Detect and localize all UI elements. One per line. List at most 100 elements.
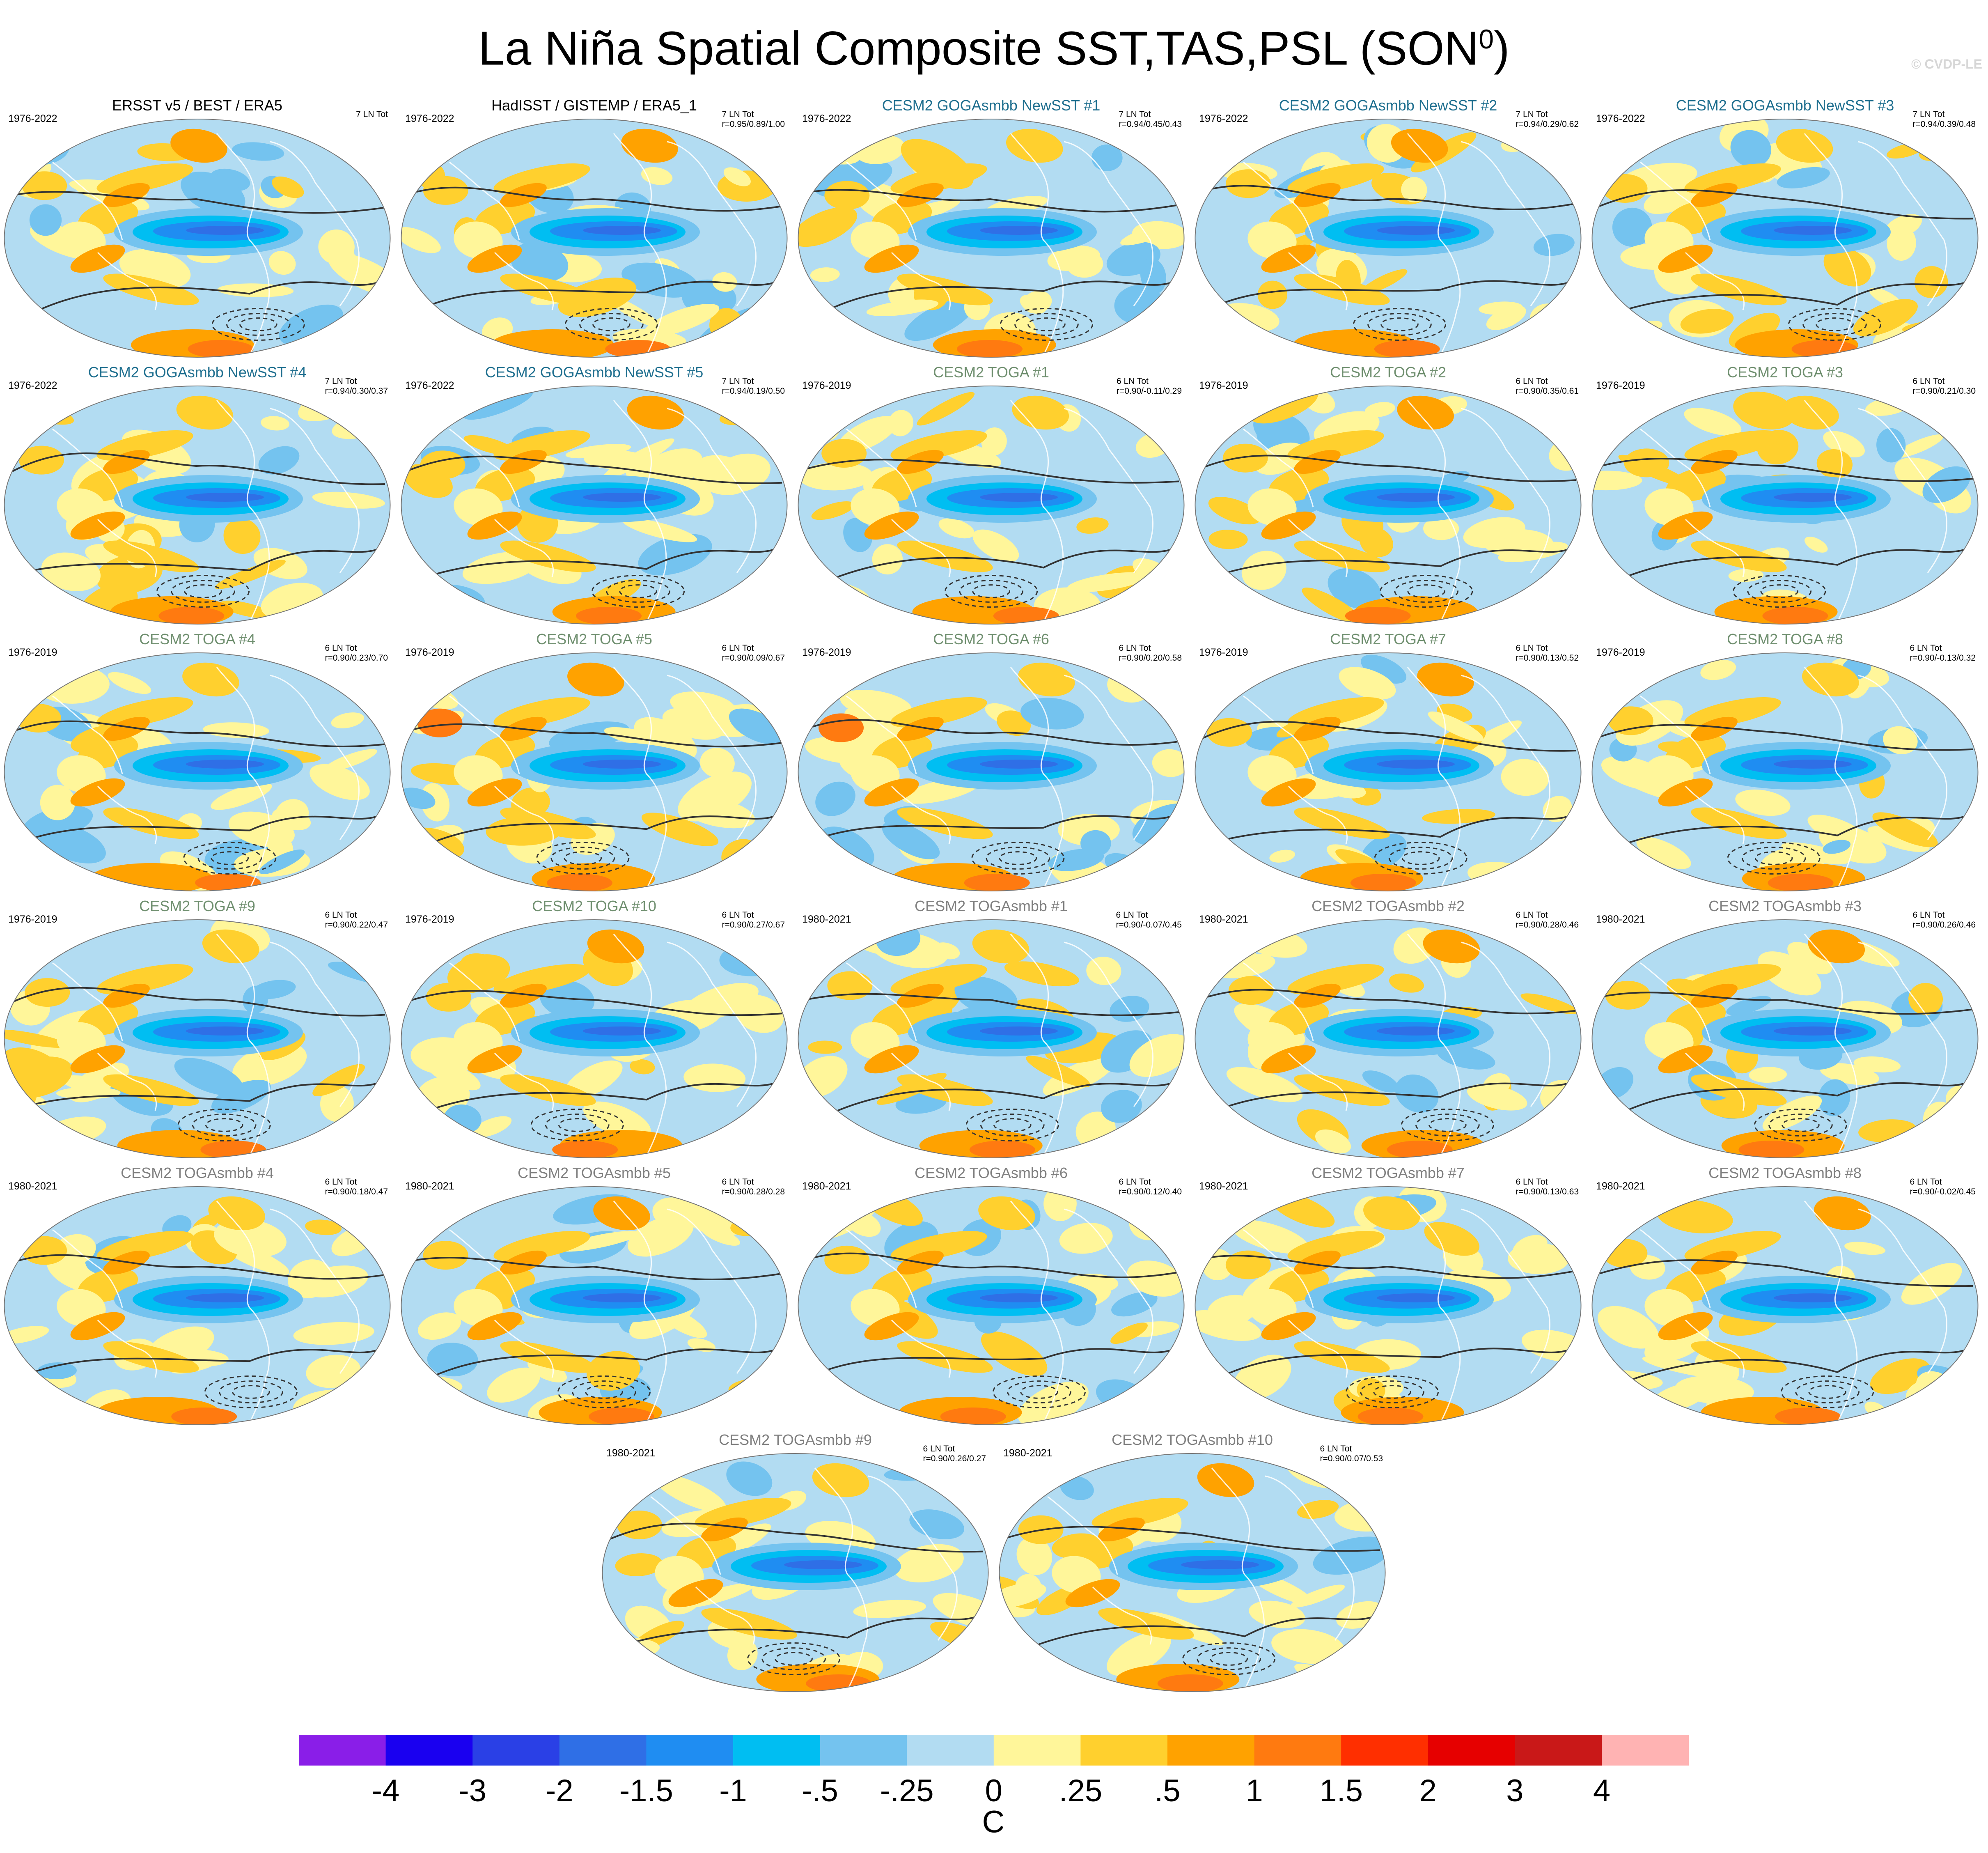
colorbar-swatch: [299, 1735, 386, 1766]
panel-stats: 6 LN Tot r=0.90/0.28/0.46: [1516, 910, 1579, 930]
coastline: [1640, 962, 1711, 1041]
warm-patch: [1261, 244, 1316, 273]
coastline: [891, 1052, 951, 1111]
psl-contour-dashed: [606, 580, 670, 603]
psl-contour-dashed: [619, 584, 657, 598]
map-border: [798, 1186, 1185, 1425]
warm-patch: [1791, 340, 1857, 357]
warm-patch: [1261, 778, 1316, 807]
psl-contour-dashed: [1360, 1380, 1424, 1403]
map-border: [1591, 119, 1979, 358]
warm-patch: [1098, 1517, 1145, 1542]
warm-patch: [1345, 607, 1411, 624]
map-plot: [798, 652, 1185, 891]
psl-contour: [11, 987, 385, 1017]
anomaly-patch: [1111, 1292, 1158, 1317]
psl-contour: [11, 1254, 385, 1280]
warm-patch: [1762, 607, 1828, 624]
anomaly-patch: [1428, 711, 1484, 742]
warm-patch: [1605, 980, 1651, 1010]
warm-patch: [426, 983, 471, 1012]
colorbar-svg: [299, 1735, 1689, 1766]
psl-contour: [1210, 814, 1572, 844]
warm-patch: [176, 395, 234, 430]
psl-contour-dashed: [775, 1652, 813, 1666]
anomaly-patch: [1208, 529, 1248, 549]
anomaly-patch: [1520, 993, 1578, 1014]
panel-stats: 6 LN Tot r=0.90/0.13/0.63: [1516, 1177, 1579, 1197]
anomaly-patch: [1020, 294, 1046, 314]
map-plot: [1195, 1186, 1582, 1425]
warm-patch: [1691, 183, 1738, 207]
anomaly-patch: [1091, 144, 1123, 171]
map-border: [4, 652, 391, 891]
warm-patch: [864, 511, 919, 540]
panel-stats: 7 LN Tot r=0.95/0.89/1.00: [722, 110, 785, 129]
psl-contour-dashed: [1727, 842, 1821, 875]
warm-patch: [1197, 1463, 1254, 1497]
panel-years: 1976-2019: [1199, 380, 1248, 391]
map-panel: CESM2 TOGA #2 1976-2019 6 LN Tot r=0.90/0.3…: [1194, 363, 1582, 626]
anomaly-field: [4, 386, 389, 624]
colorbar-tick-label: 0: [985, 1773, 1002, 1808]
anomaly-patch: [1600, 1384, 1636, 1403]
anomaly-patch: [1080, 830, 1111, 856]
psl-contour: [11, 452, 385, 485]
warm-patch: [940, 1408, 1006, 1425]
warm-patch: [1684, 163, 1781, 194]
psl-contour: [408, 990, 782, 1016]
warm-patch: [1261, 1312, 1316, 1341]
coastline: [846, 962, 917, 1041]
warm-patch: [1608, 706, 1653, 735]
psl-contour-dashed: [1014, 313, 1079, 336]
anomaly-patch: [320, 1085, 354, 1122]
warm-patch: [1225, 169, 1271, 198]
psl-contour-dashed: [1802, 313, 1867, 336]
panel-correlations: r=0.90/0.12/0.40: [1119, 1187, 1182, 1196]
coastline: [1407, 934, 1461, 1156]
psl-contour: [408, 455, 782, 484]
psl-contour-dashed: [232, 1385, 270, 1399]
panel-stats: 7 LN Tot r=0.94/0.30/0.37: [325, 377, 388, 396]
panel-correlations: r=0.90/0.26/0.27: [923, 1454, 986, 1463]
panel-correlations: r=0.90/0.20/0.58: [1119, 653, 1182, 663]
anomaly-patch: [472, 1116, 512, 1137]
anomaly-patch: [1762, 1095, 1822, 1131]
psl-contour: [408, 723, 782, 748]
psl-contour-dashed: [557, 1375, 651, 1408]
panel-event-count: 6 LN Tot: [1516, 377, 1548, 386]
anomaly-patch: [258, 446, 300, 475]
psl-contour-dashed: [585, 1385, 623, 1399]
map-panel: CESM2 TOGA #1 1976-2019 6 LN Tot r=0.90/-0.…: [797, 363, 1185, 626]
map-panel: CESM2 TOGAsmbb #9 1980-2021 6 LN Tot r=0.90…: [601, 1431, 989, 1694]
panel-title: CESM2 TOGA #5: [536, 631, 652, 648]
anomaly-patch: [4, 396, 74, 425]
colorbar-swatch: [1080, 1735, 1168, 1766]
anomaly-patch: [1749, 1067, 1787, 1083]
colorbar-swatch: [1167, 1735, 1255, 1766]
warm-patch: [890, 697, 987, 728]
coastline: [1640, 695, 1711, 774]
panel-years: 1976-2022: [802, 113, 851, 124]
anomaly-patch: [1463, 517, 1525, 548]
coastline: [1857, 408, 1947, 573]
anomaly-patch: [559, 1231, 640, 1252]
panel-correlations: r=0.90/-0.11/0.29: [1117, 386, 1182, 396]
map-panel: CESM2 TOGAsmbb #5 1980-2021 6 LN Tot r=0.90…: [400, 1164, 788, 1427]
map-plot: [798, 1186, 1185, 1425]
anomaly-patch: [808, 1040, 842, 1054]
warm-patch: [467, 1045, 522, 1074]
coastline: [270, 1208, 360, 1374]
panel-event-count: 6 LN Tot: [1516, 1177, 1548, 1187]
map-plot: [1195, 652, 1582, 891]
coastline: [1010, 400, 1064, 622]
colorbar-tick-label: -3: [459, 1773, 486, 1808]
anomaly-patch: [938, 518, 975, 539]
anomaly-patch: [1943, 577, 1978, 596]
panel-title: CESM2 TOGAsmbb #1: [915, 898, 1068, 914]
anomaly-patch: [1894, 434, 1944, 458]
psl-contour-dashed: [993, 1118, 1032, 1132]
coastline: [1461, 408, 1550, 573]
psl-contour: [1607, 814, 1969, 852]
anomaly-patch: [564, 1060, 623, 1099]
